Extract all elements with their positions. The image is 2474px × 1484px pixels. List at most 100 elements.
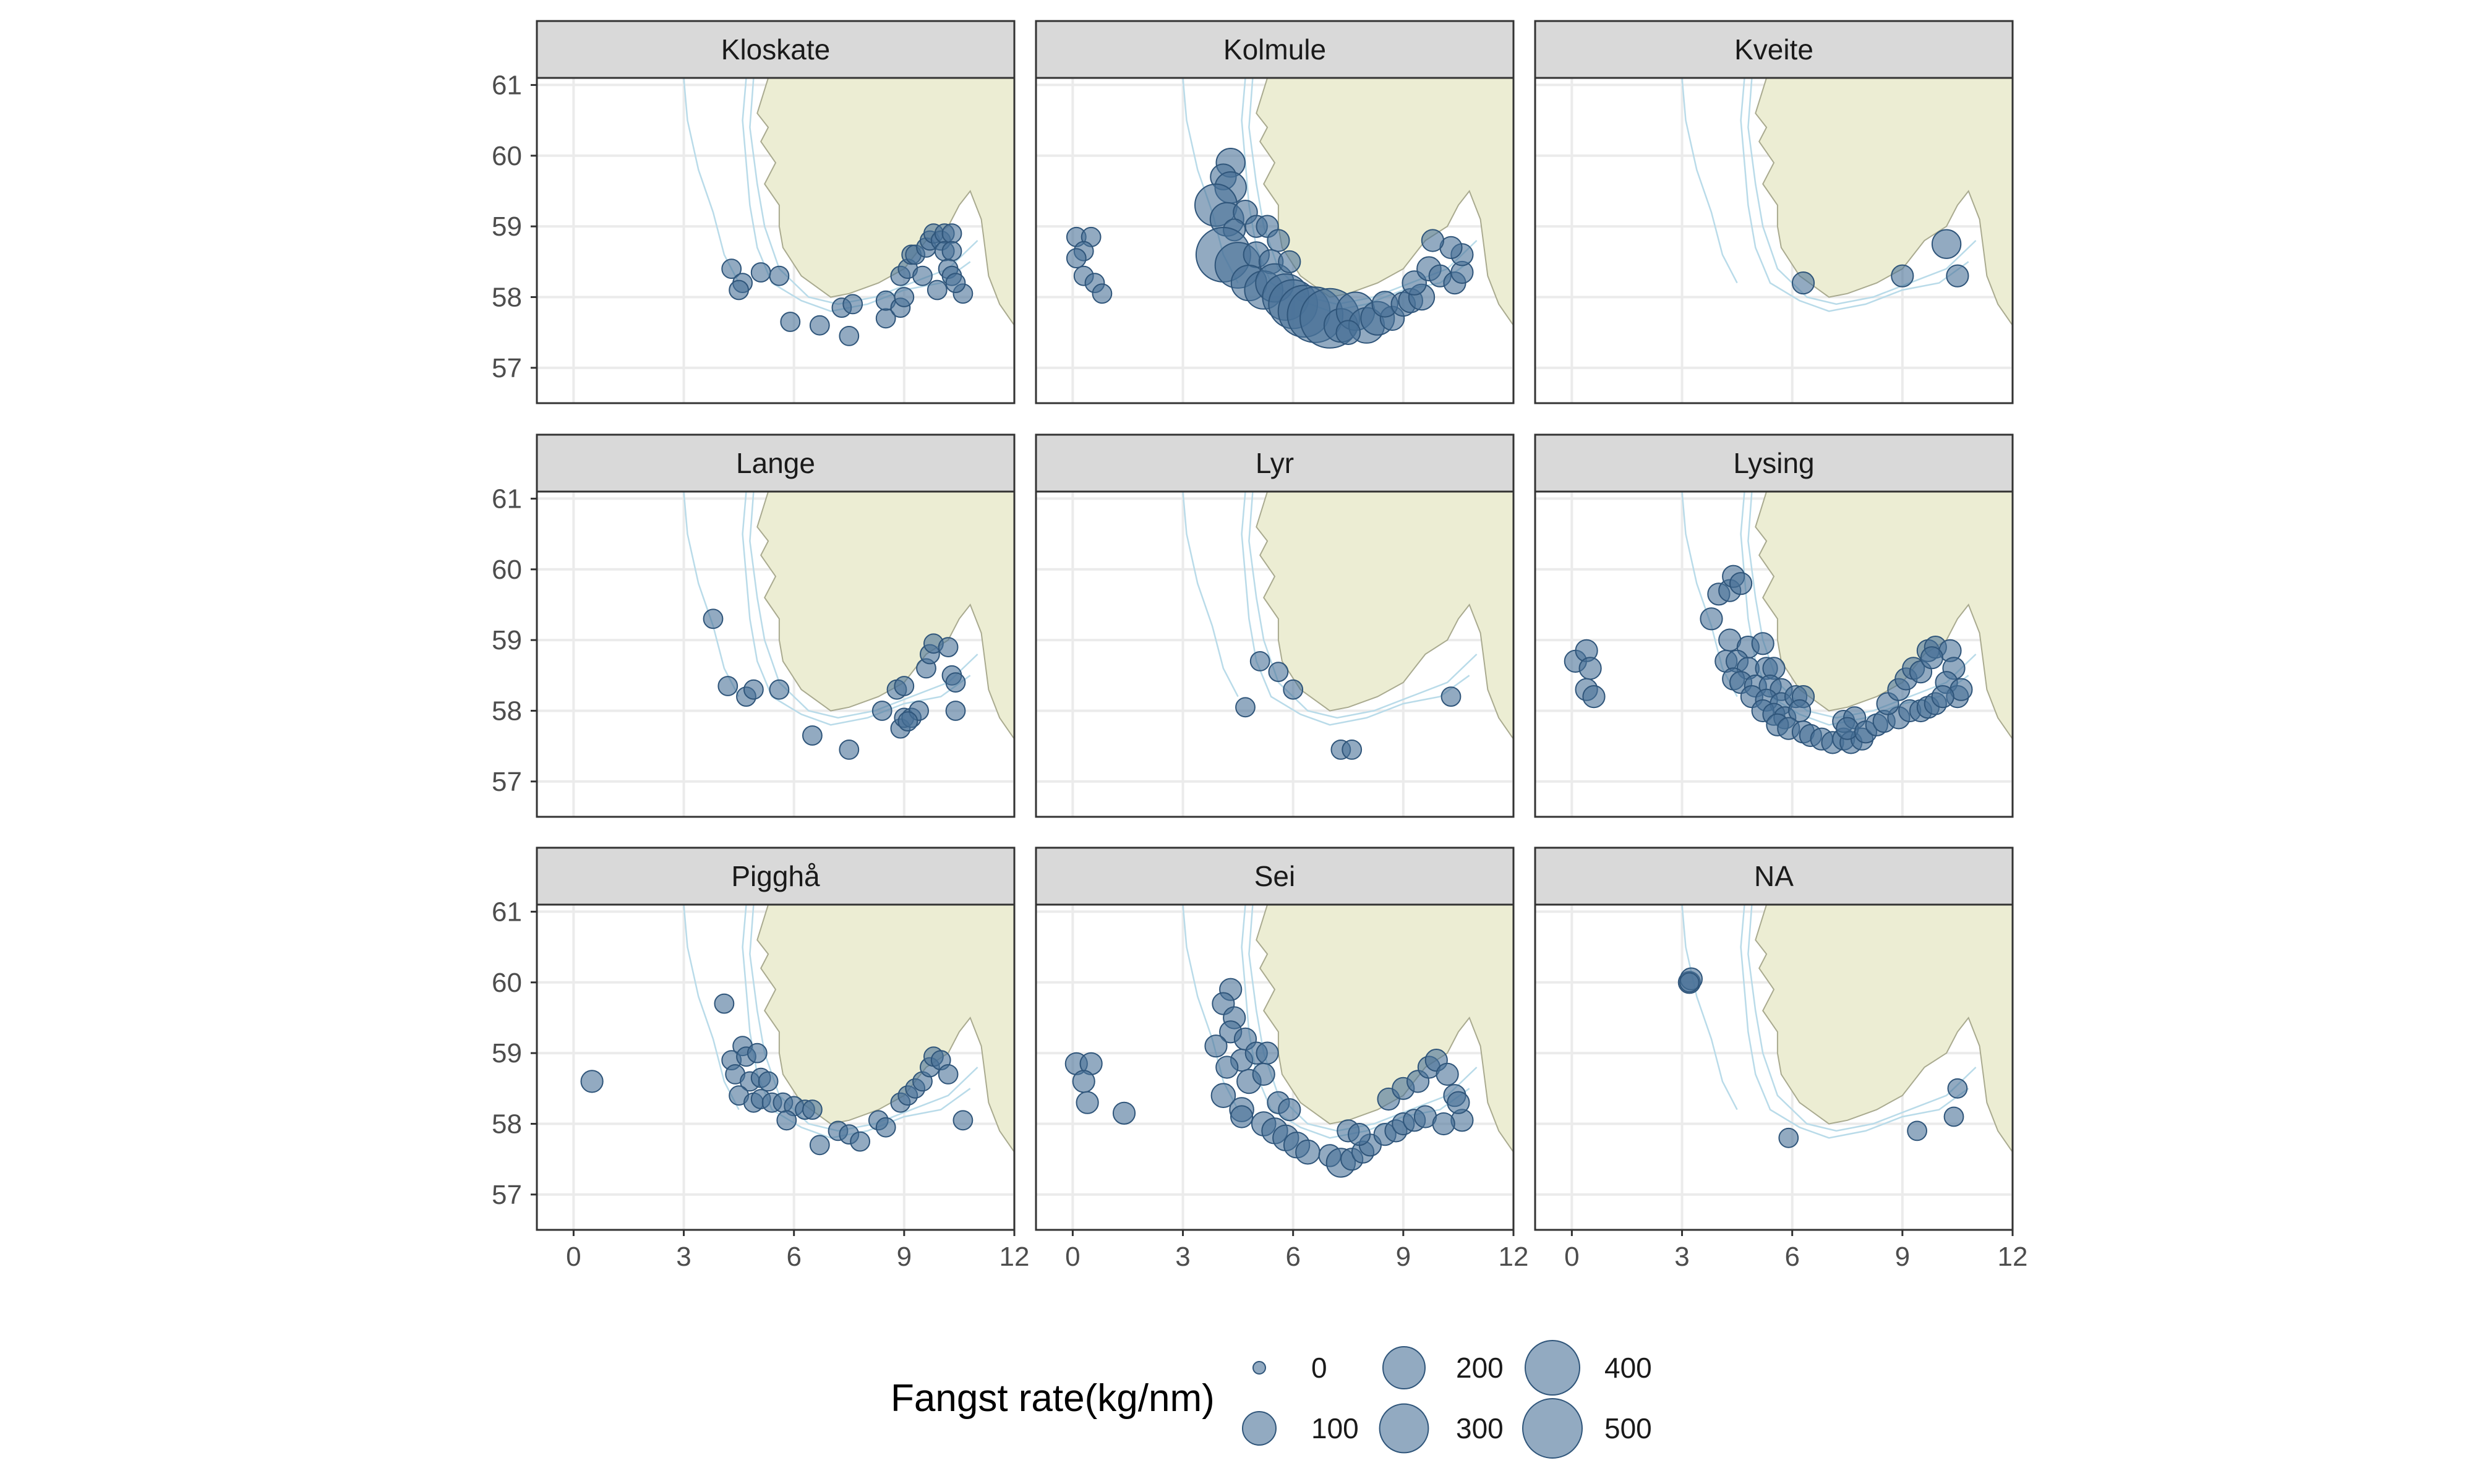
panel-map-layer [1535,492,2013,817]
catch-point [941,223,962,244]
catch-point [580,1070,604,1093]
catch-point [1235,697,1256,718]
facet-strip [1035,433,1515,493]
catch-point [1335,320,1361,346]
panel-kolmule: Kolmule [1035,20,1515,404]
panel-body [1534,490,2014,818]
legend-label: 500 [1604,1412,1652,1444]
facet-strip-label: Lange [736,447,815,479]
panel-map-layer [1036,492,1513,817]
catch-point [747,1043,768,1064]
panel-map-layer [1535,905,2013,1230]
y-tick-label: 58 [492,696,522,726]
catch-point [1278,250,1301,273]
catch-point [1278,1098,1301,1122]
y-tick-label: 57 [492,767,522,797]
facet-strip [536,433,1016,493]
facet-panels: Kloskate Kolmule Kveite Lange Lyr Lysing Piggh… [536,20,2014,1231]
x-tick-label: 3 [1674,1242,1689,1272]
catch-point [1729,572,1753,595]
catch-point [1249,651,1270,672]
panel-border [1534,490,2014,818]
panel-lange: Lange [536,433,1016,818]
panel-map-layer [537,78,1014,403]
y-tick-label: 60 [492,555,522,585]
depth-contour [1747,78,1977,305]
catch-point [1436,1062,1459,1086]
catch-point [938,637,959,658]
catch-point [839,326,860,346]
catch-point [952,1110,974,1131]
x-tick-label: 12 [1499,1242,1529,1272]
legend-title: Fangst rate(kg/nm) [891,1377,1215,1420]
legend-label: 200 [1456,1352,1504,1384]
catch-point [714,993,735,1014]
x-tick-label: 0 [566,1242,581,1272]
x-tick-label: 3 [1175,1242,1190,1272]
catch-point [1931,685,1954,709]
x-axis: 0 3 6 9 12 0 3 6 9 12 0 3 6 9 12 [566,1230,2027,1272]
catch-point [703,608,724,629]
catch-point [769,679,790,700]
y-tick-label: 60 [492,141,522,171]
catch-point [1072,1070,1095,1093]
depth-contour [1241,492,1470,726]
catch-point [1342,740,1363,760]
catch-point [1112,1101,1136,1125]
catch-point [1215,1055,1239,1079]
catch-point [938,1064,959,1085]
depth-contour [1248,905,1478,1132]
panel-border [536,490,1016,818]
catch-point [894,287,915,307]
y-axis: 61 60 59 58 57 61 60 59 58 57 61 60 59 58 57 [492,70,537,1210]
legend-key [1522,1398,1583,1459]
catch-point [1066,248,1087,269]
legend-key [1252,1361,1266,1375]
panel-lyr: Lyr [1035,433,1515,818]
y-tick-label: 59 [492,211,522,242]
catch-point [945,273,966,294]
land-area [1755,78,2013,403]
panel-border [1035,490,1515,818]
legend-key [1242,1411,1277,1446]
catch-point [1076,1091,1099,1114]
y-tick-label: 61 [492,484,522,514]
depth-contour [742,78,971,312]
catch-point [1283,679,1304,700]
y-tick-label: 59 [492,625,522,655]
panel-kloskate: Kloskate [536,20,1016,404]
catch-point [717,676,738,696]
legend-label: 100 [1311,1412,1359,1444]
catch-point [1295,1139,1320,1165]
facet-strip [1035,20,1515,79]
x-tick-label: 9 [1396,1242,1411,1272]
land-area [1256,492,1513,817]
catch-point [802,1099,823,1120]
panel-border [1035,903,1515,1231]
panel-body [1035,77,1515,404]
catch-point [1891,264,1914,288]
catch-point [809,315,830,336]
panel-kveite: Kveite [1534,20,2014,404]
catch-point [1230,1105,1254,1128]
catch-point [1947,1078,1968,1099]
panel-body [536,77,1016,404]
catch-point [1907,1120,1927,1141]
facet-strip [1534,20,2014,79]
panel-border [1035,77,1515,404]
y-tick-label: 60 [492,968,522,998]
panel-border [1534,903,2014,1231]
depth-contour [683,78,740,284]
catch-point [897,711,918,732]
facet-strip [1035,846,1515,906]
catch-point [1943,1106,1964,1127]
legend-key [1525,1340,1580,1396]
depth-contour [742,492,971,726]
facet-strip-label: NA [1754,860,1794,892]
catch-point [1252,1062,1275,1086]
y-tick-label: 59 [492,1038,522,1068]
facet-strip-label: Kolmule [1223,33,1326,66]
land-area [1256,78,1513,403]
catch-point [1210,1083,1236,1109]
catch-point [776,1110,797,1131]
